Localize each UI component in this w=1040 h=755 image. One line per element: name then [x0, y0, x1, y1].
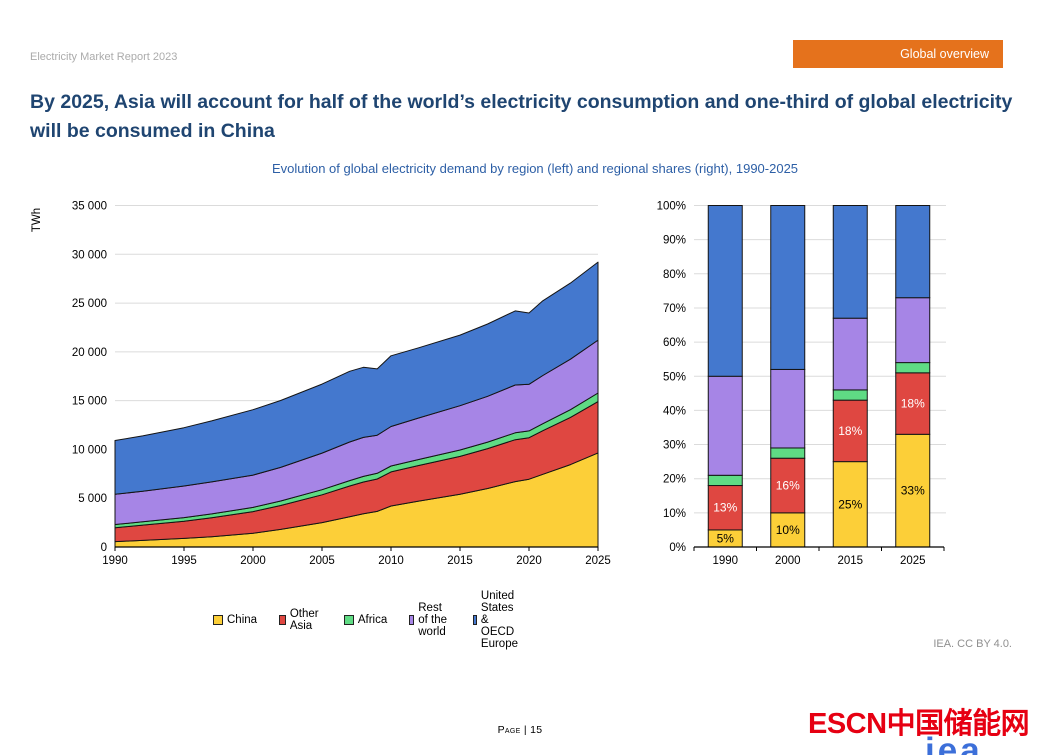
y-tick-label: 40%: [663, 405, 686, 417]
report-label: Electricity Market Report 2023: [30, 51, 178, 63]
bar-segment-other_asia-2025: [895, 372, 931, 435]
bar-value-label: 33%: [901, 484, 925, 498]
bar-segment-other_asia-2000: [770, 457, 806, 514]
legend-swatch-africa: [343, 615, 354, 625]
bar-segment-china-2025: [895, 433, 931, 548]
x-tick-label: 2000: [240, 555, 266, 567]
legend-item-us_oecd: United States & OECD Europe: [472, 590, 524, 650]
legend-swatch-other_asia: [279, 615, 286, 625]
bar-value-label: 18%: [901, 397, 925, 411]
y-tick-label: 50%: [663, 371, 686, 383]
x-tick-label: 1995: [171, 555, 197, 567]
y-tick-label: 15 000: [72, 396, 107, 408]
legend-label: China: [227, 614, 258, 626]
figure-subtitle: Evolution of global electricity demand b…: [271, 161, 799, 176]
x-tick-label: 2010: [378, 555, 404, 567]
y-tick-label: 60%: [663, 337, 686, 349]
y-tick-label: 10%: [663, 508, 686, 520]
y-tick-label: 30%: [663, 440, 686, 452]
y-tick-label: 90%: [663, 235, 686, 247]
shares-bar-chart: 0% 10% 20% 30% 40% 50% 60% 70% 80% 90% 100% 5% 13% 19…: [657, 201, 946, 567]
x-tick-label: 2005: [309, 555, 335, 567]
bar-segment-us_oecd-1990: [707, 205, 743, 377]
page-number: Page | 15: [497, 724, 543, 736]
escn-logo: ESCN中国储能网: [808, 708, 1030, 740]
y-tick-label: 0: [101, 542, 107, 554]
area-band-us_oecd: [114, 261, 599, 495]
bar-value-label: 18%: [838, 424, 862, 438]
bar-segment-rest_of_world-2015: [832, 317, 868, 391]
bar-value-label: 13%: [713, 501, 737, 515]
y-tick-label: 20%: [663, 474, 686, 486]
bar-segment-africa-2000: [770, 447, 806, 459]
x-tick-label: 2000: [775, 555, 801, 567]
x-tick-label: 2025: [900, 555, 926, 567]
bar-value-label: 10%: [776, 523, 800, 537]
x-tick-label: 2015: [837, 555, 863, 567]
y-tick-label: 70%: [663, 303, 686, 315]
chart-legend: China Other Asia Africa Rest of the world Un…: [213, 590, 524, 650]
bar-segment-us_oecd-2015: [832, 205, 868, 319]
y-tick-label: 5 000: [78, 493, 107, 505]
y-tick-label: 80%: [663, 269, 686, 281]
legend-label: Other Asia: [289, 608, 319, 632]
y-tick-label: 10 000: [72, 444, 107, 456]
iea-logo: iea: [925, 731, 983, 755]
bar-segment-us_oecd-2000: [770, 205, 806, 370]
y-tick-label: 100%: [657, 201, 686, 213]
x-tick-label: 1990: [102, 555, 128, 567]
legend-swatch-us_oecd: [472, 615, 477, 625]
bar-segment-china-2000: [770, 512, 806, 548]
attribution: IEA. CC BY 4.0.: [933, 638, 1012, 650]
x-tick-label: 1990: [712, 555, 738, 567]
legend-label: Africa: [357, 614, 388, 626]
bar-segment-rest_of_world-2025: [895, 297, 931, 364]
bar-value-label: 16%: [776, 479, 800, 493]
x-tick-label: 2025: [585, 555, 611, 567]
bar-segment-africa-2025: [895, 362, 931, 374]
demand-area-chart: 0 5 000 10 000 15 000 20 000 25 000 30 000 35 0…: [31, 201, 611, 568]
x-tick-label: 2015: [447, 555, 473, 567]
legend-swatch-china: [213, 615, 223, 625]
bar-segment-us_oecd-2025: [895, 205, 931, 299]
bar-segment-rest_of_world-2000: [770, 368, 806, 449]
bar-value-label: 25%: [838, 497, 862, 511]
y-tick-label: 20 000: [72, 347, 107, 359]
legend-item-china: China: [213, 614, 257, 626]
legend-label: United States & OECD Europe: [480, 590, 518, 650]
legend-item-rest_of_world: Rest of the world: [409, 602, 450, 638]
y-axis-title: TWh: [31, 208, 43, 232]
legend-item-africa: Africa: [343, 614, 388, 626]
legend-label: Rest of the world: [418, 602, 448, 638]
y-tick-label: 25 000: [72, 298, 107, 310]
bar-segment-africa-1990: [707, 474, 743, 487]
legend-swatch-rest_of_world: [409, 615, 415, 625]
y-tick-label: 0%: [669, 542, 686, 554]
legend-item-other_asia: Other Asia: [279, 608, 322, 632]
bar-segment-other_asia-1990: [707, 485, 743, 531]
bar-value-label: 5%: [717, 531, 735, 545]
y-tick-label: 35 000: [72, 201, 107, 213]
section-badge: Global overview: [793, 40, 1003, 68]
bar-segment-rest_of_world-1990: [707, 375, 743, 476]
bar-segment-africa-2015: [832, 389, 868, 401]
x-tick-label: 2020: [516, 555, 542, 567]
y-tick-label: 30 000: [72, 249, 107, 261]
bar-segment-china-2015: [832, 461, 868, 548]
page-title: By 2025, Asia will account for half of t…: [30, 91, 1013, 142]
